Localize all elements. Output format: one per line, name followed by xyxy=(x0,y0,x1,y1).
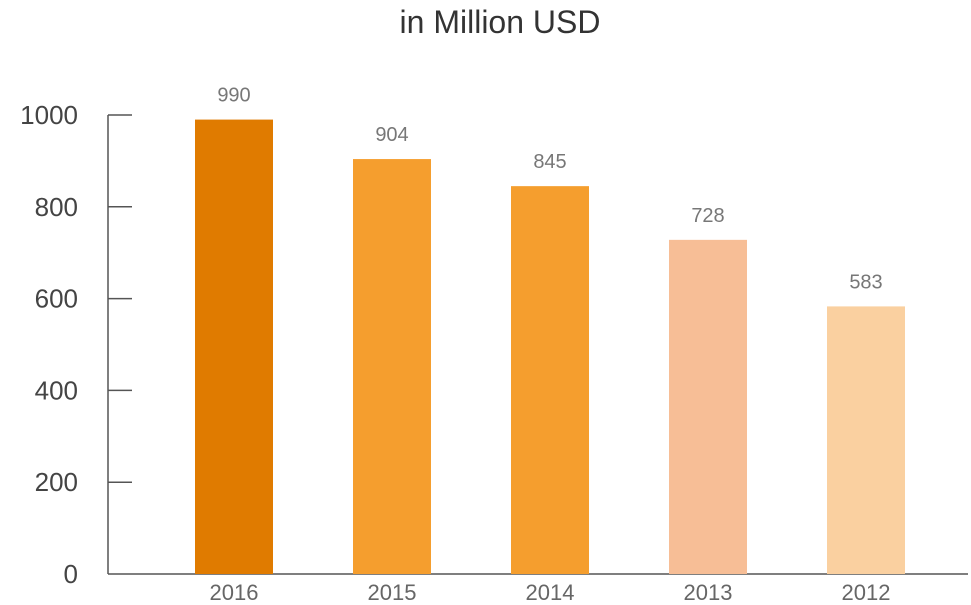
bar xyxy=(353,159,431,574)
y-tick-label: 200 xyxy=(35,467,78,497)
data-labels: 990 904 845 728 583 xyxy=(217,85,882,294)
x-tick-label: 2014 xyxy=(526,580,575,605)
x-tick-label: 2012 xyxy=(842,580,891,605)
y-tick-label: 400 xyxy=(35,375,78,405)
chart-title: in Million USD xyxy=(399,4,601,40)
bar xyxy=(827,306,905,574)
x-tick-label: 2015 xyxy=(368,580,417,605)
bar xyxy=(511,186,589,574)
x-tick-label: 2013 xyxy=(684,580,733,605)
data-label: 583 xyxy=(849,271,882,293)
x-tick-label: 2016 xyxy=(210,580,259,605)
bar xyxy=(669,239,747,574)
data-label: 904 xyxy=(375,124,408,146)
y-tick-label: 800 xyxy=(35,192,78,222)
data-label: 990 xyxy=(217,85,250,107)
data-label: 845 xyxy=(533,151,566,173)
y-tick-label: 1000 xyxy=(20,100,78,130)
data-label: 728 xyxy=(691,205,724,227)
bars xyxy=(195,119,905,574)
y-tick-label: 600 xyxy=(35,284,78,314)
bar xyxy=(195,119,273,574)
y-tick-label: 0 xyxy=(64,559,78,589)
axes: 0 200 400 600 800 1000 2016 2015 2014 2013 2012 xyxy=(20,100,968,605)
